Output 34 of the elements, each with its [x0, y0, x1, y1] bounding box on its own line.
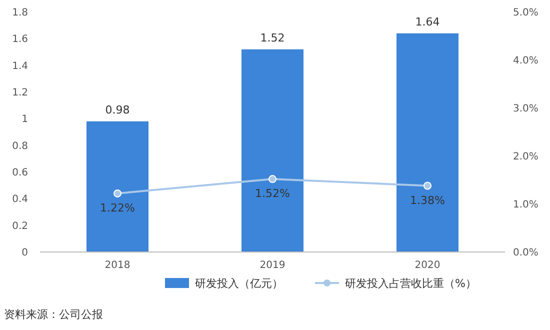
y-tick-label: 1.6	[12, 34, 28, 46]
y-tick-label: 1.8	[12, 8, 28, 18]
bar	[242, 49, 304, 252]
bar	[396, 33, 458, 252]
y-tick-label: 1.2	[12, 88, 28, 98]
y2-tick-label: 4.0%	[513, 56, 538, 66]
y2-tick-label: 0.0%	[513, 248, 538, 258]
data-label: 1.64	[415, 15, 440, 28]
bar	[86, 121, 148, 252]
point	[424, 182, 432, 190]
data-label: 1.22%	[100, 201, 135, 214]
y-tick-label: 1.4	[12, 60, 28, 72]
point	[114, 189, 122, 198]
y-tick-label: 0.4	[12, 194, 28, 206]
data-label: 1.52%	[255, 187, 290, 200]
y-tick-label: 0.8	[12, 140, 28, 152]
data-label: 1.52	[260, 31, 285, 44]
y2-tick-label: 5.0%	[513, 8, 538, 18]
y2-tick-label: 3.0%	[513, 104, 538, 114]
x-tick-label: 2019	[260, 260, 286, 271]
y2-tick-label: 1.0%	[513, 200, 538, 210]
text: 资料来源：公司公报	[4, 308, 103, 321]
legend-label: 研发投入（亿元）	[195, 276, 283, 290]
data-label: 0.98	[105, 103, 130, 116]
data-label: 1.38%	[410, 194, 445, 207]
legend-label: 研发投入占营收比重（%）	[345, 276, 476, 290]
y-tick-label: 0	[22, 248, 28, 258]
point	[268, 175, 276, 184]
y2-tick-label: 2.0%	[513, 152, 538, 162]
y-tick-label: 0.2	[12, 220, 28, 232]
y-tick-label: 0.6	[12, 168, 28, 178]
x-tick-label: 2020	[414, 260, 440, 271]
y-tick-label: 1	[22, 114, 28, 126]
x-tick-label: 2018	[104, 260, 130, 271]
